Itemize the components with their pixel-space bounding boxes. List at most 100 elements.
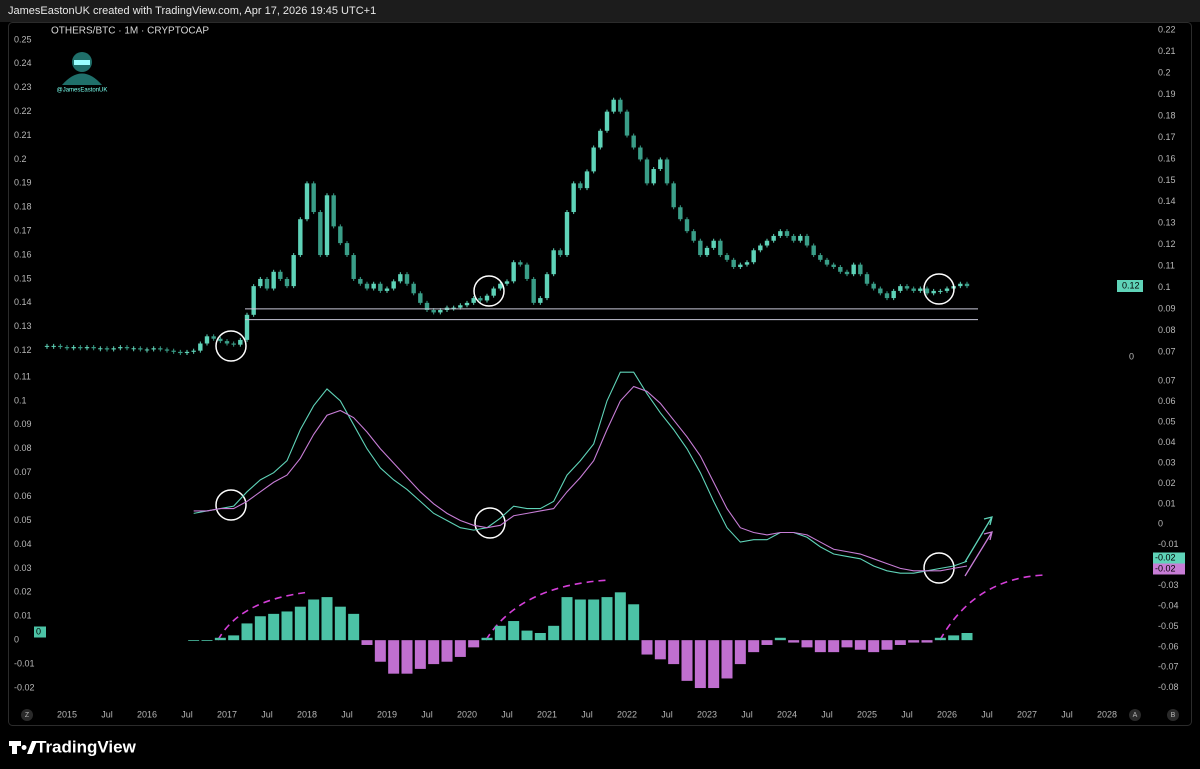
y2-tick-label: 0.15 [1158,175,1176,185]
histogram-bar [748,640,760,653]
y-tick-label: 0 [14,635,19,645]
x-tick-label: Jul [661,709,673,719]
y-tick-label: 0.16 [14,249,32,259]
y2-tick-label: 0.07 [1158,376,1176,386]
x-tick-label: Jul [421,709,433,719]
y-tick-label: 0.05 [14,515,32,525]
arrows [964,516,993,577]
histogram-bar [508,621,520,641]
y-tick-label: 0.03 [14,563,32,573]
y2-tick-label: 0.2 [1158,67,1171,77]
y2-tick-label: 0.19 [1158,89,1176,99]
histogram-bar [814,640,826,653]
x-tick-label: 2019 [377,709,397,719]
y2-tick-label: 0.02 [1158,478,1176,488]
histogram-bar [428,640,440,665]
price-label: 0.12 [1122,280,1140,290]
x-tick-label: Jul [501,709,513,719]
x-tick-label: 2023 [697,709,717,719]
y2-tick-label: 0.12 [1158,239,1176,249]
header-bar [0,0,1200,22]
y2-tick-label: 0.05 [1158,417,1176,427]
histogram-bar [188,640,200,641]
histogram-bar [668,640,680,665]
histogram-bar [761,640,773,645]
histogram-bar [708,640,720,689]
x-tick-label: Jul [581,709,593,719]
price-label-box [1153,563,1185,575]
x-tick-label: Jul [181,709,193,719]
histogram-bar [521,630,533,641]
logo [62,52,102,85]
x-tick-label: 2015 [57,709,77,719]
histogram-bar [681,640,693,681]
histogram-bar [481,637,493,641]
y-tick-label: 0.07 [14,467,32,477]
y-tick-label: 0.08 [14,443,32,453]
histogram-bar [774,637,786,641]
scale-button[interactable] [1167,709,1179,721]
histogram-bar [201,640,213,641]
y2-tick-label: 0.14 [1158,196,1176,206]
y2-tick-label: 0 [1158,519,1163,529]
price-label-box [1153,552,1185,564]
x-tick-label: 2024 [777,709,797,719]
histogram-bar [388,640,400,674]
histogram-bar [908,640,920,643]
histogram-bar [348,613,360,641]
y-tick-label: -0.02 [14,682,35,692]
scale-button[interactable] [1129,709,1141,721]
x-tick-label: Jul [341,709,353,719]
histogram-bar [441,640,453,662]
histogram-bar [601,597,613,641]
y2-tick-label: 0.04 [1158,437,1176,447]
histogram-bar [588,599,600,641]
histogram-bar [308,599,320,641]
histogram-bar [628,604,640,641]
x-tick-label: 2018 [297,709,317,719]
y-tick-label: 0.14 [14,297,32,307]
scale-button-label: B [1171,712,1176,719]
y2-tick-label: -0.04 [1158,600,1179,610]
histogram-bar [374,640,386,662]
x-tick-label: 2028 [1097,709,1117,719]
histogram-bar [321,597,333,641]
histogram-bar [468,640,480,648]
x-tick-label: Jul [981,709,993,719]
y-tick-label: 0.21 [14,130,32,140]
histogram-bar [401,640,413,674]
x-tick-label: Jul [741,709,753,719]
y2-tick-label: 0.17 [1158,132,1176,142]
histogram-bar [948,635,960,641]
histogram-bar [254,616,266,641]
brand-icon [9,741,37,754]
y2-tick-label: 0.01 [1158,498,1176,508]
highlight-circles [215,273,955,584]
y2-tick-label: -0.07 [1158,662,1179,672]
dashed-curves [217,574,1046,641]
histogram-bar [214,637,226,641]
histogram-bar [881,640,893,650]
y-tick-label: 0.01 [14,611,32,621]
histogram-bar [548,625,560,641]
histogram-bar [614,592,626,641]
y2-tick-label: -0.03 [1158,580,1179,590]
histogram-bar [801,640,813,648]
chart-frame [8,22,1192,726]
histogram-bar [294,606,306,641]
y-tick-label: 0.24 [14,58,32,68]
histogram-bar [721,640,733,679]
footer [0,726,1200,769]
y2-tick-label: 0.1 [1158,282,1171,292]
x-tick-label: 2017 [217,709,237,719]
y2-tick-label: -0.06 [1158,641,1179,651]
price-label: -0.02 [1155,563,1176,573]
scale-button[interactable] [21,709,33,721]
y-tick-label: 0.04 [14,539,32,549]
y2-tick-label: -0.08 [1158,682,1179,692]
histogram-bar [281,611,293,641]
y-tick-label: 0.12 [14,345,32,355]
brand-name: TradingView [36,737,137,756]
